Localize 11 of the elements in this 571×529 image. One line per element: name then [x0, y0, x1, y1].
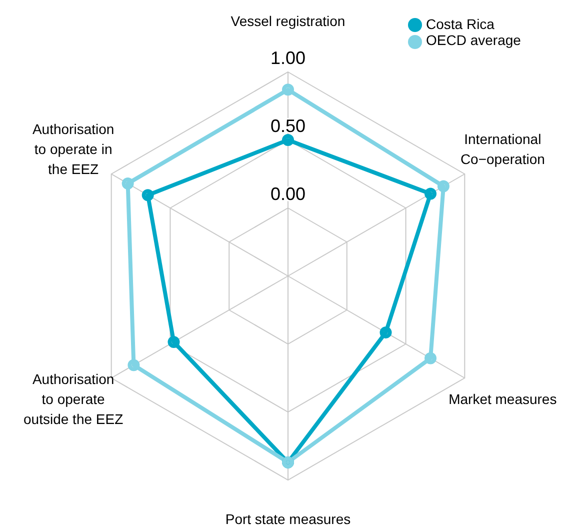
spoke-label: Authorisation to operate in the EEZ	[32, 120, 114, 177]
spoke-label: Market measures	[448, 390, 557, 407]
legend-label: OECD average	[426, 32, 521, 48]
spoke-label: Port state measures	[225, 510, 351, 527]
legend-label: Costa Rica	[426, 16, 494, 32]
y-tick-label: 0.50	[270, 116, 306, 136]
spoke-label: Vessel registration	[230, 12, 346, 29]
spoke-label: International Co−operation	[460, 130, 545, 167]
y-tick-label: 0.00	[270, 184, 306, 204]
spoke-label: Authorisation to operate outside the EEZ	[24, 370, 124, 427]
y-tick-label: 1.00	[270, 48, 306, 68]
